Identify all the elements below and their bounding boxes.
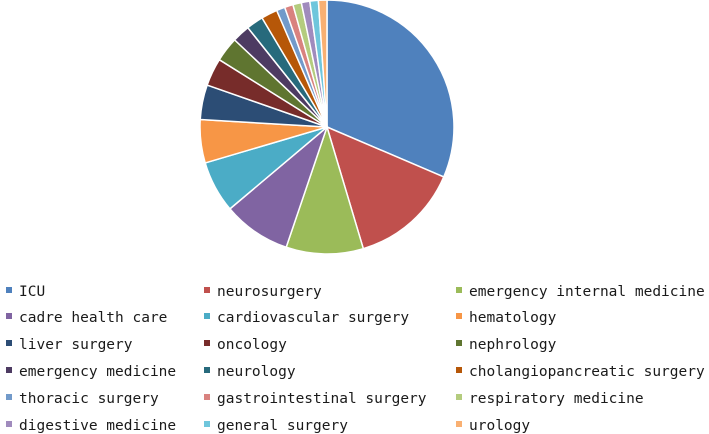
legend-label-7: oncology <box>217 337 287 353</box>
legend-label-9: emergency medicine <box>19 364 176 380</box>
legend-label-4: cardiovascular surgery <box>217 310 409 326</box>
legend-marker-10 <box>204 367 210 373</box>
legend-label-15: digestive medicine <box>19 418 176 434</box>
legend-label-2: emergency internal medicine <box>469 284 705 300</box>
pie-slice-1 <box>326 126 445 250</box>
legend-label-10: neurology <box>217 364 296 380</box>
legend-marker-0 <box>6 287 12 293</box>
legend-label-8: nephrology <box>469 337 557 353</box>
legend-marker-4 <box>204 313 210 319</box>
legend: ICU neurosurgery emergency internal medici… <box>6 284 705 434</box>
legend-label-16: general surgery <box>217 418 348 434</box>
legend-marker-13 <box>204 394 210 400</box>
legend-label-11: cholangiopancreatic surgery <box>469 364 705 380</box>
legend-label-13: gastrointestinal surgery <box>217 391 427 407</box>
legend-marker-6 <box>6 340 12 346</box>
legend-label-3: cadre health care <box>19 310 167 326</box>
legend-marker-11 <box>456 367 462 373</box>
pie-slice-0 <box>326 0 455 178</box>
legend-marker-7 <box>204 340 210 346</box>
legend-label-1: neurosurgery <box>217 284 322 300</box>
legend-marker-16 <box>204 421 210 427</box>
legend-marker-3 <box>6 313 12 319</box>
legend-label-12: thoracic surgery <box>19 391 159 407</box>
pie-slices <box>199 0 455 255</box>
legend-label-17: urology <box>469 418 530 434</box>
legend-label-14: respiratory medicine <box>469 391 644 407</box>
legend-marker-8 <box>456 340 462 346</box>
legend-label-5: hematology <box>469 310 557 326</box>
legend-marker-2 <box>456 287 462 293</box>
legend-marker-15 <box>6 421 12 427</box>
legend-marker-5 <box>456 313 462 319</box>
pie-slice-2 <box>285 126 365 255</box>
legend-marker-17 <box>456 421 462 427</box>
legend-marker-1 <box>204 287 210 293</box>
legend-marker-9 <box>6 367 12 373</box>
legend-label-0: ICU <box>19 284 45 300</box>
legend-label-6: liver surgery <box>19 337 133 353</box>
legend-marker-12 <box>6 394 12 400</box>
legend-marker-14 <box>456 394 462 400</box>
pie-slice-17 <box>317 0 328 128</box>
